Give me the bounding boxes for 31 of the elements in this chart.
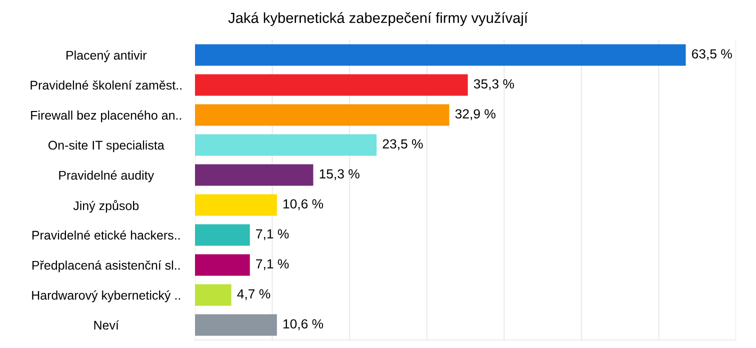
bar bbox=[195, 194, 277, 216]
data-label: 10,6 % bbox=[283, 199, 324, 210]
y-tick-label: Pravidelné školení zaměst.. bbox=[30, 80, 182, 90]
y-tick-label: Pravidelné etické hackers.. bbox=[32, 230, 180, 240]
bar bbox=[195, 134, 377, 156]
bar bbox=[195, 74, 468, 96]
y-tick-label: Pravidelné audity bbox=[59, 170, 154, 182]
data-label: 35,3 % bbox=[474, 79, 514, 90]
y-tick-label: Neví bbox=[94, 320, 119, 330]
bar bbox=[195, 284, 232, 306]
data-label: 63,5 % bbox=[692, 49, 732, 60]
chart-title: Jaká kybernetická zabezpečení firmy využívají bbox=[228, 12, 528, 26]
bar bbox=[195, 104, 450, 126]
bar bbox=[195, 44, 686, 66]
bar bbox=[195, 254, 250, 276]
data-label: 4,7 % bbox=[237, 289, 270, 300]
data-label: 32,9 % bbox=[455, 109, 496, 120]
data-label: 23,5 % bbox=[382, 139, 423, 150]
bar bbox=[195, 224, 250, 246]
data-label: 7,1 % bbox=[256, 229, 289, 240]
y-tick-label: Předplacená asistenční sl.. bbox=[32, 260, 180, 272]
bar bbox=[195, 314, 277, 336]
data-label: 15,3 % bbox=[320, 169, 360, 180]
data-label: 10,6 % bbox=[283, 319, 324, 330]
y-tick-label: Placený antivir bbox=[66, 50, 147, 62]
y-tick-label: Hardwarový kybernetický .. bbox=[32, 290, 180, 302]
y-tick-label: Jiný způsob bbox=[73, 200, 139, 213]
data-label: 7,1 % bbox=[256, 259, 289, 270]
bar bbox=[195, 164, 314, 186]
y-tick-label: On-site IT specialista bbox=[48, 140, 164, 152]
y-tick-label: Firewall bez placeného an.. bbox=[31, 110, 182, 122]
